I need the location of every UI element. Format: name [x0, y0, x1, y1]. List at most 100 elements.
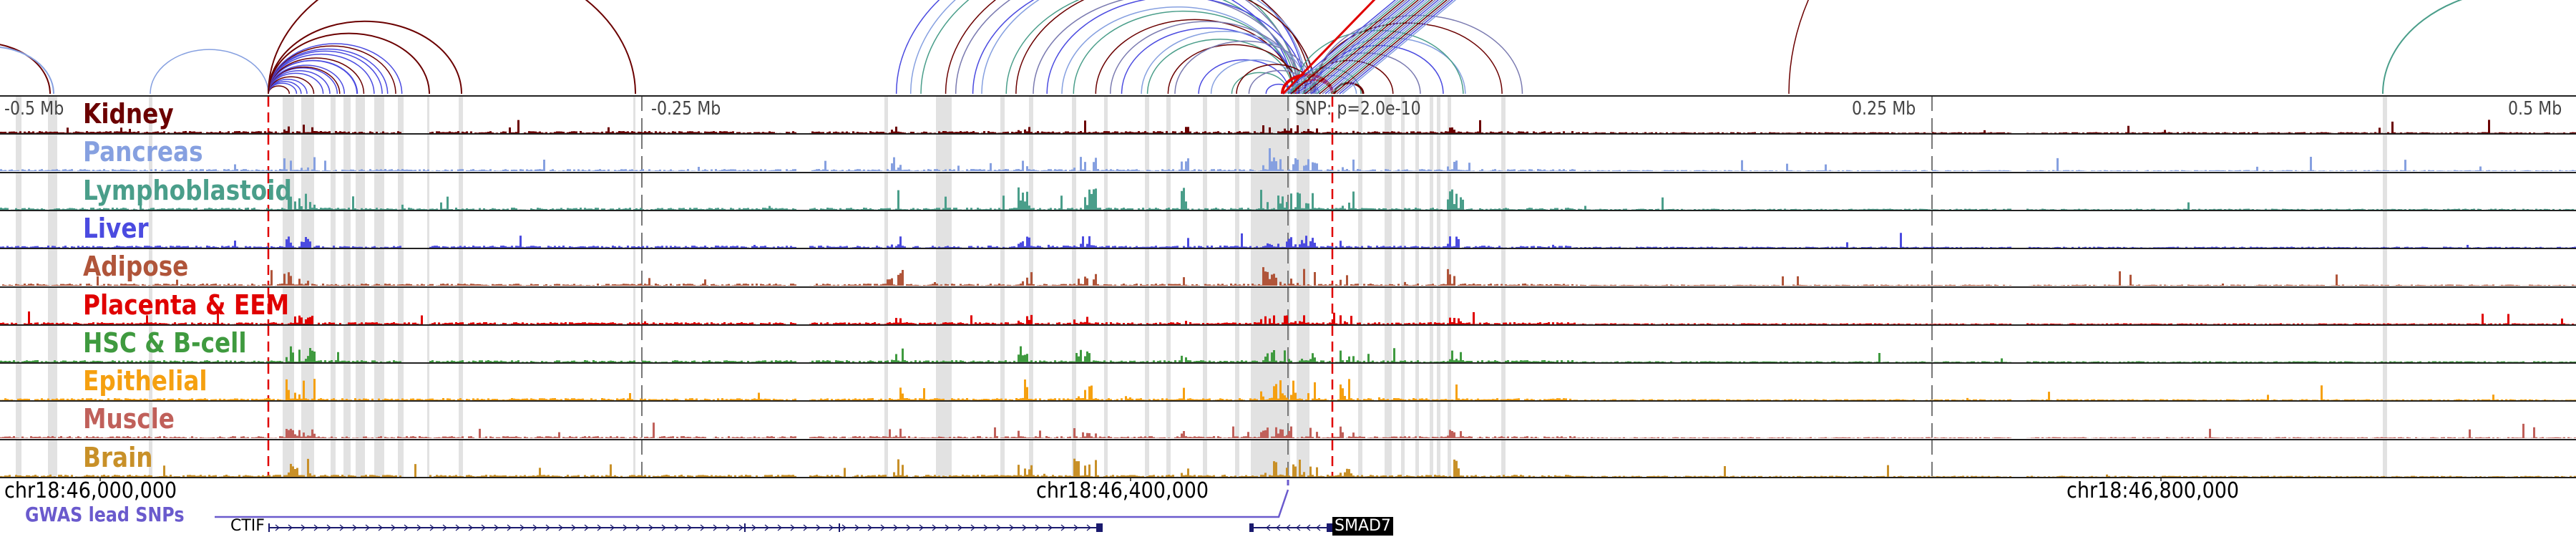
highlight-region [356, 440, 365, 477]
highlight-region [1501, 287, 1506, 324]
highlight-region [283, 211, 294, 248]
highlight-region [427, 135, 429, 172]
highlight-region [1235, 97, 1239, 133]
highlight-region [356, 211, 365, 248]
signal-coverage [0, 458, 2576, 477]
loop-arc [1304, 0, 1420, 95]
highlight-region [301, 97, 314, 133]
highlight-region [1166, 364, 1171, 401]
strand-chevron [700, 524, 706, 531]
highlight-region [1358, 325, 1362, 362]
highlight-region [331, 364, 336, 401]
highlight-region [633, 173, 635, 210]
highlight-region [1145, 97, 1149, 133]
loop-arc [1198, 59, 1290, 95]
highlight-region [1166, 249, 1171, 286]
highlight-region [1385, 325, 1392, 362]
loop-arc [0, 44, 51, 95]
highlight-region [1029, 287, 1033, 324]
highlight-region [1401, 135, 1405, 172]
highlight-region [1385, 440, 1392, 477]
strand-chevron [880, 524, 886, 531]
strand-chevron [726, 524, 731, 531]
highlight-region [356, 97, 365, 133]
highlight-region [884, 211, 888, 248]
highlight-region [1000, 135, 1005, 172]
highlight-region [343, 135, 351, 172]
highlight-region [343, 440, 351, 477]
highlight-region [331, 211, 336, 248]
highlight-region [1251, 97, 1290, 133]
highlight-region [1415, 97, 1419, 133]
loop-arc [0, 47, 54, 95]
highlight-region [1401, 325, 1405, 362]
strand-chevron [635, 524, 641, 531]
chromatin-loop-arcs [0, 0, 2463, 95]
strand-chevron [829, 524, 834, 531]
strand-chevron [854, 524, 860, 531]
highlight-region [936, 249, 952, 286]
loop-arc [1121, 27, 1298, 95]
loop-arc [1167, 44, 1300, 95]
gene-label-ctif[interactable]: CTIF [230, 517, 265, 535]
strand-chevron [1060, 524, 1066, 531]
highlight-region [1415, 287, 1419, 324]
highlight-region [398, 440, 404, 477]
strand-chevron [481, 524, 487, 531]
highlight-region [1104, 440, 1108, 477]
highlight-region [1430, 325, 1433, 362]
loop-arc [1033, 0, 1299, 95]
strand-chevron [932, 524, 937, 531]
highlight-region [283, 287, 294, 324]
highlight-region [1166, 97, 1171, 133]
highlight-region [1029, 325, 1033, 362]
highlight-region [1437, 364, 1440, 401]
highlight-region [1029, 211, 1033, 248]
loop-arc [981, 0, 1315, 95]
highlight-region [1000, 211, 1005, 248]
highlight-region [1297, 402, 1309, 439]
highlight-region [1358, 249, 1362, 286]
highlight-region [1297, 287, 1309, 324]
highlight-region [1235, 135, 1239, 172]
loop-arc [895, 0, 1306, 95]
highlight-region [1430, 249, 1433, 286]
loop-arc [268, 0, 636, 95]
loop-arc [1282, 0, 1397, 95]
highlight-region [1358, 135, 1362, 172]
highlight-region [884, 364, 888, 401]
highlight-region [1203, 402, 1207, 439]
highlight-region [1385, 173, 1392, 210]
strand-chevron [893, 524, 899, 531]
highlight-region [1501, 135, 1506, 172]
highlight-region [1166, 325, 1171, 362]
highlight-region [1385, 97, 1392, 133]
highlight-region [1203, 440, 1207, 477]
loop-arc [1095, 19, 1294, 95]
strand-chevron [545, 524, 551, 531]
highlight-region [2383, 135, 2387, 172]
track-hsc-b-cell: HSC & B-cell [0, 324, 2576, 362]
track-epithelial: Epithelial [0, 362, 2576, 401]
highlight-region [301, 440, 314, 477]
highlight-region [1235, 249, 1239, 286]
loop-arc [268, 57, 365, 95]
strand-chevron [378, 524, 384, 531]
strand-chevron [326, 524, 332, 531]
loop-arc [1333, 0, 1448, 95]
highlight-region [1166, 173, 1171, 210]
highlight-region [1297, 364, 1309, 401]
highlight-region [427, 364, 429, 401]
gene-label-smad7[interactable]: SMAD7 [1332, 517, 1393, 536]
highlight-region [301, 249, 314, 286]
highlight-region [633, 402, 635, 439]
highlight-region [1000, 287, 1005, 324]
highlight-region [459, 135, 463, 172]
strand-chevron [365, 524, 371, 531]
highlight-region [1385, 402, 1392, 439]
highlight-region [1297, 135, 1309, 172]
highlight-region [1203, 211, 1207, 248]
highlight-region [1145, 325, 1149, 362]
track-muscle: Muscle [0, 400, 2576, 439]
highlight-region [16, 325, 21, 362]
